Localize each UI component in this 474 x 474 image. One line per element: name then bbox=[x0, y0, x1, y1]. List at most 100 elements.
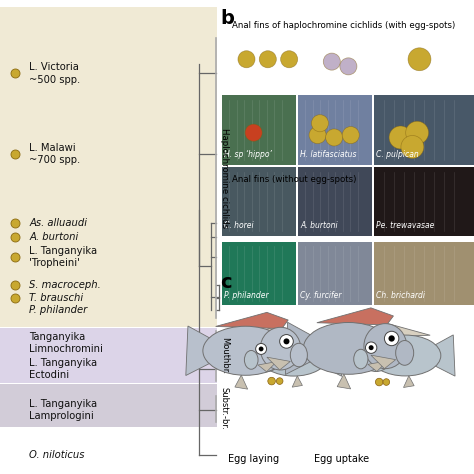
Text: H. sp ‘hippo’: H. sp ‘hippo’ bbox=[224, 150, 272, 159]
Circle shape bbox=[309, 127, 326, 144]
Polygon shape bbox=[337, 374, 351, 389]
Circle shape bbox=[340, 58, 357, 75]
Text: Egg uptake: Egg uptake bbox=[314, 454, 369, 464]
Circle shape bbox=[276, 378, 283, 384]
Polygon shape bbox=[317, 308, 393, 325]
Bar bbox=[222, 242, 297, 305]
Text: Anal fins of haplochromine cichlids (with egg-spots): Anal fins of haplochromine cichlids (wit… bbox=[232, 21, 456, 30]
Text: Mouthbr.: Mouthbr. bbox=[220, 337, 228, 374]
Bar bbox=[222, 166, 474, 167]
Polygon shape bbox=[285, 322, 315, 374]
Ellipse shape bbox=[245, 350, 258, 369]
Text: H. latifasciatus: H. latifasciatus bbox=[300, 150, 356, 159]
Text: Anal fins (without egg-spots): Anal fins (without egg-spots) bbox=[232, 175, 356, 184]
Bar bbox=[222, 241, 474, 242]
Ellipse shape bbox=[250, 337, 282, 372]
Text: Tanganyika: Tanganyika bbox=[29, 332, 86, 342]
Circle shape bbox=[375, 378, 383, 386]
Ellipse shape bbox=[260, 327, 301, 370]
Circle shape bbox=[245, 124, 262, 141]
Bar bbox=[372, 95, 374, 305]
Circle shape bbox=[259, 51, 276, 68]
Circle shape bbox=[268, 377, 275, 385]
Text: Egg laying: Egg laying bbox=[228, 454, 279, 464]
Text: S. macroceph.: S. macroceph. bbox=[29, 280, 101, 291]
Ellipse shape bbox=[396, 340, 414, 365]
Text: Substr.-br.: Substr.-br. bbox=[220, 387, 228, 430]
Polygon shape bbox=[319, 337, 342, 376]
Text: Pe. trewavasae: Pe. trewavasae bbox=[376, 221, 434, 230]
Polygon shape bbox=[432, 335, 455, 376]
Ellipse shape bbox=[203, 326, 288, 375]
Bar bbox=[296, 95, 298, 305]
Text: T. brauschi: T. brauschi bbox=[29, 292, 83, 303]
Circle shape bbox=[281, 51, 298, 68]
Circle shape bbox=[238, 51, 255, 68]
Polygon shape bbox=[292, 376, 302, 387]
Polygon shape bbox=[368, 361, 387, 372]
Polygon shape bbox=[260, 326, 318, 339]
Polygon shape bbox=[258, 362, 277, 372]
Ellipse shape bbox=[260, 337, 328, 376]
Bar bbox=[298, 167, 373, 236]
Circle shape bbox=[383, 379, 390, 385]
Bar bbox=[298, 242, 373, 305]
Text: As. alluaudi: As. alluaudi bbox=[29, 218, 87, 228]
Text: A. burtoni: A. burtoni bbox=[29, 232, 79, 242]
Circle shape bbox=[326, 129, 343, 146]
Text: A. burtoni: A. burtoni bbox=[300, 221, 337, 230]
Circle shape bbox=[365, 342, 377, 354]
Text: Lamprologini: Lamprologini bbox=[29, 411, 94, 421]
Circle shape bbox=[259, 346, 264, 351]
Polygon shape bbox=[216, 312, 288, 328]
Bar bbox=[374, 167, 474, 236]
Ellipse shape bbox=[303, 322, 393, 374]
Circle shape bbox=[384, 331, 399, 346]
Circle shape bbox=[283, 338, 290, 344]
Bar bbox=[0, 328, 217, 383]
Text: ~500 spp.: ~500 spp. bbox=[29, 74, 81, 85]
Text: C. horei: C. horei bbox=[224, 221, 254, 230]
Text: P. philander: P. philander bbox=[29, 304, 88, 315]
Text: C. pulpican: C. pulpican bbox=[376, 150, 419, 159]
Text: L. Tanganyika: L. Tanganyika bbox=[29, 357, 98, 368]
Bar bbox=[0, 7, 217, 327]
Text: L. Tanganyika: L. Tanganyika bbox=[29, 246, 98, 256]
Ellipse shape bbox=[370, 335, 441, 376]
Text: O. niloticus: O. niloticus bbox=[29, 450, 85, 460]
Ellipse shape bbox=[354, 349, 368, 369]
Circle shape bbox=[389, 126, 412, 149]
Text: Haplochromine cichlids: Haplochromine cichlids bbox=[220, 128, 228, 228]
Text: L. Victoria: L. Victoria bbox=[29, 62, 79, 73]
Text: P. philander: P. philander bbox=[224, 291, 269, 300]
Text: Ectodini: Ectodini bbox=[29, 370, 70, 380]
Circle shape bbox=[280, 335, 293, 348]
Text: 'Tropheini': 'Tropheini' bbox=[29, 258, 81, 268]
Circle shape bbox=[408, 48, 431, 71]
Text: Ch. brichardi: Ch. brichardi bbox=[376, 291, 425, 300]
Bar bbox=[374, 95, 474, 165]
Text: b: b bbox=[220, 9, 234, 28]
Circle shape bbox=[342, 127, 359, 144]
Ellipse shape bbox=[359, 336, 393, 372]
Circle shape bbox=[369, 345, 374, 350]
Polygon shape bbox=[186, 326, 213, 375]
Text: Cy. furcifer: Cy. furcifer bbox=[300, 291, 342, 300]
Text: c: c bbox=[220, 273, 232, 292]
Ellipse shape bbox=[290, 343, 307, 367]
Polygon shape bbox=[371, 355, 396, 369]
Circle shape bbox=[401, 136, 424, 158]
Circle shape bbox=[406, 121, 428, 144]
Polygon shape bbox=[370, 323, 430, 337]
Bar bbox=[222, 95, 297, 165]
Text: Limnochromini: Limnochromini bbox=[29, 344, 103, 355]
Bar bbox=[298, 95, 373, 165]
Circle shape bbox=[255, 344, 266, 355]
Text: L. Tanganyika: L. Tanganyika bbox=[29, 399, 98, 409]
Circle shape bbox=[389, 335, 395, 342]
Polygon shape bbox=[403, 376, 414, 388]
Text: ~700 spp.: ~700 spp. bbox=[29, 155, 81, 165]
Circle shape bbox=[323, 53, 340, 70]
Bar bbox=[0, 384, 217, 427]
Polygon shape bbox=[267, 357, 290, 370]
